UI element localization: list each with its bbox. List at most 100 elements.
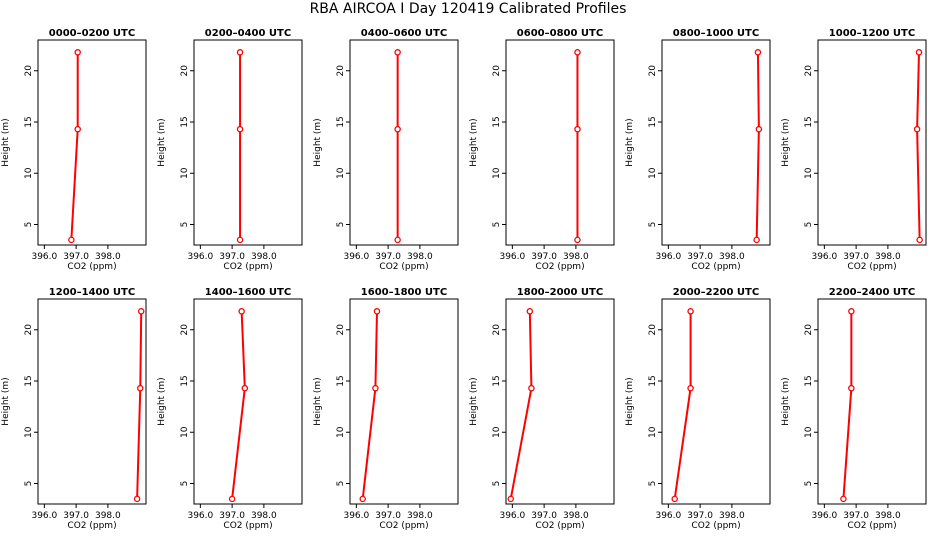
y-tick-label: 20 [648,65,658,77]
y-tick-label: 10 [180,167,190,179]
y-tick-label: 5 [336,481,346,487]
profile-line-segment [139,311,143,389]
x-tick-label: 397.0 [219,511,245,521]
data-point [574,125,581,133]
x-axis-label: CO2 (ppm) [691,521,740,531]
data-point [236,236,244,244]
x-tick-label: 396.0 [811,511,837,521]
panel-title: 0000–0200 UTC [49,28,135,39]
x-axis-label: CO2 (ppm) [847,262,896,272]
plot-frame [37,298,147,505]
y-tick-label: 15 [336,116,346,127]
x-tick-label: 398.0 [719,511,745,521]
x-tick-label: 396.0 [655,511,681,521]
panel-title: 0200–0400 UTC [205,28,291,39]
y-tick-label: 5 [804,481,814,487]
data-point [848,308,855,315]
data-point [671,495,678,503]
y-axis-label: Height (m) [1,118,11,166]
data-point [236,49,244,56]
plot-panel: 0000–0200 UTC 396.0 397.0 398.0 5 10 15 20 CO2 (… [1,28,147,272]
x-tick-label: 398.0 [95,511,121,521]
y-tick-label: 20 [180,324,190,336]
x-tick-label: 396.0 [811,252,837,262]
x-tick-label: 397.0 [531,511,557,521]
y-tick-label: 5 [492,481,502,487]
y-tick-label: 20 [804,324,814,336]
data-point [238,308,245,315]
y-tick-label: 5 [804,222,814,228]
y-tick-label: 10 [648,426,658,438]
y-tick-label: 10 [336,167,346,179]
x-axis-label: CO2 (ppm) [223,521,272,531]
profile-line-segment [231,388,246,499]
figure-title: RBA AIRCOA I Day 120419 Calibrated Profi… [309,1,627,17]
y-tick-label: 15 [492,375,502,386]
plot-panel: 1000–1200 UTC 396.0 397.0 398.0 5 10 15 20 CO2 (… [781,28,927,272]
y-tick-label: 15 [804,375,814,386]
x-tick-label: 397.0 [219,252,245,262]
y-tick-label: 20 [648,324,658,336]
plot-panel: 2000–2200 UTC 396.0 397.0 398.0 5 10 15 20 CO2 (… [625,287,771,531]
x-tick-label: 396.0 [343,252,369,262]
x-axis-label: CO2 (ppm) [67,521,116,531]
data-point [754,49,762,56]
data-point [133,495,141,503]
x-tick-label: 397.0 [63,511,89,521]
y-tick-label: 10 [336,426,346,438]
y-tick-label: 5 [24,222,34,228]
y-tick-label: 10 [24,426,34,438]
data-point [687,308,694,315]
profile-line-segment [361,388,377,499]
data-point [507,495,515,503]
y-axis-label: Height (m) [625,377,635,425]
plot-frame [661,39,771,246]
data-point [394,125,401,133]
y-tick-label: 20 [336,65,346,77]
plot-panel: 1200–1400 UTC 396.0 397.0 398.0 5 10 15 20 CO2 (… [1,287,147,531]
plot-frame [193,39,303,246]
y-tick-label: 5 [24,481,34,487]
y-tick-label: 20 [24,65,34,77]
data-point [753,236,760,244]
y-tick-label: 20 [492,324,502,336]
panel-title: 0600–0800 UTC [517,28,603,39]
plot-panel: 1400–1600 UTC 396.0 397.0 398.0 5 10 15 20 CO2 (… [157,287,303,531]
data-point [848,384,855,392]
x-tick-label: 396.0 [343,511,369,521]
x-tick-label: 398.0 [719,252,745,262]
y-axis-label: Height (m) [157,377,167,425]
y-tick-label: 20 [492,65,502,77]
plot-panel: 1800–2000 UTC 396.0 397.0 398.0 5 10 15 20 CO2 (… [469,287,615,531]
x-axis-label: CO2 (ppm) [379,521,428,531]
data-point [373,308,381,315]
x-tick-label: 396.0 [655,252,681,262]
data-point [916,236,923,244]
data-point [528,384,535,392]
data-point [574,49,581,56]
y-tick-label: 15 [648,116,658,127]
x-tick-label: 397.0 [375,252,401,262]
x-tick-label: 397.0 [687,511,713,521]
profile-line-segment [842,388,853,499]
data-point [241,384,249,392]
plot-frame [349,39,459,246]
profile-line-segment [916,52,921,130]
x-tick-label: 398.0 [875,511,901,521]
x-tick-label: 397.0 [687,252,713,262]
x-axis-label: CO2 (ppm) [535,521,584,531]
y-tick-label: 5 [648,222,658,228]
x-axis-label: CO2 (ppm) [847,521,896,531]
data-point [228,495,236,503]
plot-frame [505,39,615,246]
x-tick-label: 396.0 [31,252,57,262]
x-tick-label: 396.0 [31,511,57,521]
data-point [913,125,921,133]
y-axis-label: Height (m) [781,118,791,166]
plot-frame [349,298,459,505]
y-tick-label: 15 [648,375,658,386]
x-tick-label: 397.0 [843,511,869,521]
data-point [574,236,581,244]
panel-title: 1600–1800 UTC [361,287,447,298]
